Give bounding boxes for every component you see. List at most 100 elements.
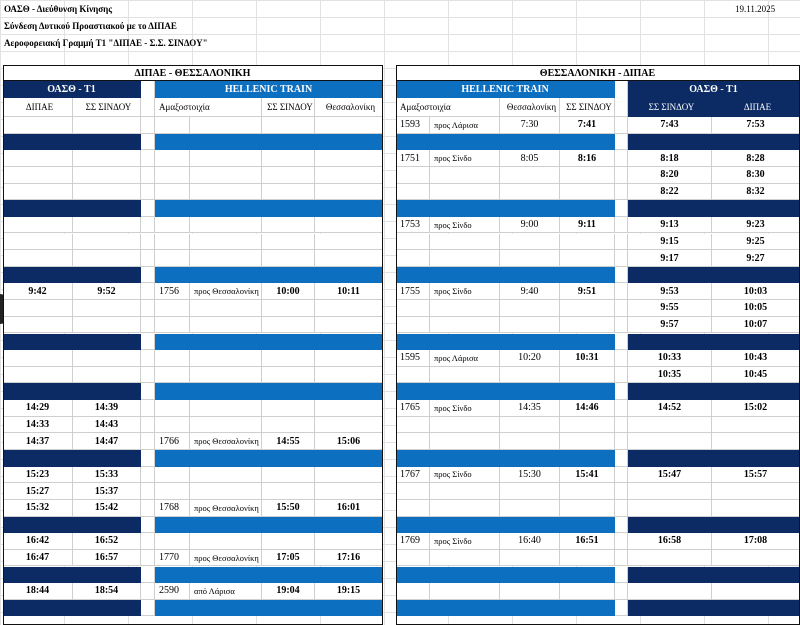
- empty-cell: [560, 166, 615, 184]
- empty-cell: [315, 366, 383, 384]
- empty-cell: [315, 483, 383, 500]
- gap: [141, 450, 155, 467]
- empty-cell: [73, 316, 141, 334]
- empty-cell: [155, 483, 190, 500]
- gap: [141, 399, 155, 417]
- train-number: 1751: [396, 150, 430, 167]
- empty-cell: [560, 549, 615, 567]
- time: 9:15: [628, 233, 712, 251]
- time: 15:37: [73, 483, 141, 500]
- empty-cell: [190, 350, 262, 367]
- time: 10:35: [628, 366, 712, 384]
- empty-cell: [190, 150, 262, 167]
- empty-cell: [155, 300, 190, 317]
- time: 7:30: [500, 117, 560, 134]
- time: 9:23: [712, 216, 800, 234]
- empty-cell: [315, 250, 383, 267]
- gap: [141, 350, 155, 367]
- empty-cell: [190, 216, 262, 234]
- time: 7:43: [628, 117, 712, 134]
- empty-cell: [500, 499, 560, 517]
- time: 14:43: [73, 416, 141, 434]
- empty-cell: [712, 483, 800, 500]
- empty-cell: [430, 483, 500, 500]
- gap: [141, 300, 155, 317]
- gap: [615, 483, 628, 500]
- time: 9:55: [628, 300, 712, 317]
- time: 7:53: [712, 117, 800, 134]
- destination: προς Σίνδο: [430, 150, 500, 167]
- time: 10:20: [500, 350, 560, 367]
- gap: [615, 316, 628, 334]
- empty-cell: [396, 433, 430, 450]
- empty-cell: [190, 416, 262, 434]
- train-number: 1769: [396, 533, 430, 550]
- empty-cell: [190, 466, 262, 484]
- gap: [615, 466, 628, 484]
- empty-cell: [155, 150, 190, 167]
- time: 10:33: [628, 350, 712, 367]
- empty-cell: [628, 499, 712, 517]
- empty-cell: [262, 399, 315, 417]
- empty-cell: [628, 416, 712, 434]
- destination: προς Θεσσαλονίκη: [190, 433, 262, 450]
- time: 8:18: [628, 150, 712, 167]
- empty-cell: [396, 549, 430, 567]
- empty-cell: [262, 166, 315, 184]
- gap: [615, 499, 628, 517]
- separator: [628, 516, 800, 534]
- empty-cell: [560, 499, 615, 517]
- empty-cell: [3, 350, 73, 367]
- gap: [141, 483, 155, 500]
- empty-cell: [560, 316, 615, 334]
- empty-cell: [430, 166, 500, 184]
- gap: [141, 200, 155, 217]
- empty-cell: [190, 366, 262, 384]
- time: 16:51: [560, 533, 615, 550]
- separator: [396, 383, 615, 400]
- gap: [141, 383, 155, 400]
- train-number: 1753: [396, 216, 430, 234]
- column-header: ΔΙΠΑΕ: [3, 98, 73, 117]
- empty-cell: [190, 233, 262, 251]
- empty-cell: [155, 350, 190, 367]
- table-title: ΘΕΣΣΑΛΟΝΙΚΗ - ΔΙΠΑΕ: [396, 66, 800, 81]
- empty-cell: [155, 399, 190, 417]
- empty-cell: [712, 416, 800, 434]
- column-header: ΣΣ ΣΙΝΔΟΥ: [560, 98, 615, 117]
- separator: [155, 266, 383, 284]
- gap: [141, 81, 155, 117]
- empty-cell: [560, 233, 615, 251]
- gap: [141, 533, 155, 550]
- separator: [3, 133, 141, 151]
- empty-cell: [712, 549, 800, 567]
- time: 16:42: [3, 533, 73, 550]
- gap: [615, 450, 628, 467]
- empty-cell: [396, 316, 430, 334]
- empty-cell: [396, 183, 430, 201]
- time: 15:33: [73, 466, 141, 484]
- gap: [141, 316, 155, 334]
- gap: [615, 283, 628, 301]
- time: 8:30: [712, 166, 800, 184]
- empty-cell: [430, 433, 500, 450]
- empty-cell: [73, 366, 141, 384]
- empty-cell: [315, 233, 383, 251]
- time: 10:03: [712, 283, 800, 301]
- separator: [155, 383, 383, 400]
- separator: [3, 516, 141, 534]
- gap: [615, 566, 628, 583]
- time: 15:30: [500, 466, 560, 484]
- gap: [141, 499, 155, 517]
- empty-cell: [262, 466, 315, 484]
- train-number: 2590: [155, 583, 190, 600]
- empty-cell: [262, 416, 315, 434]
- empty-cell: [628, 433, 712, 450]
- empty-cell: [315, 416, 383, 434]
- time: 9:53: [628, 283, 712, 301]
- empty-cell: [190, 166, 262, 184]
- empty-cell: [712, 433, 800, 450]
- gap: [141, 117, 155, 134]
- empty-cell: [500, 166, 560, 184]
- time: 8:16: [560, 150, 615, 167]
